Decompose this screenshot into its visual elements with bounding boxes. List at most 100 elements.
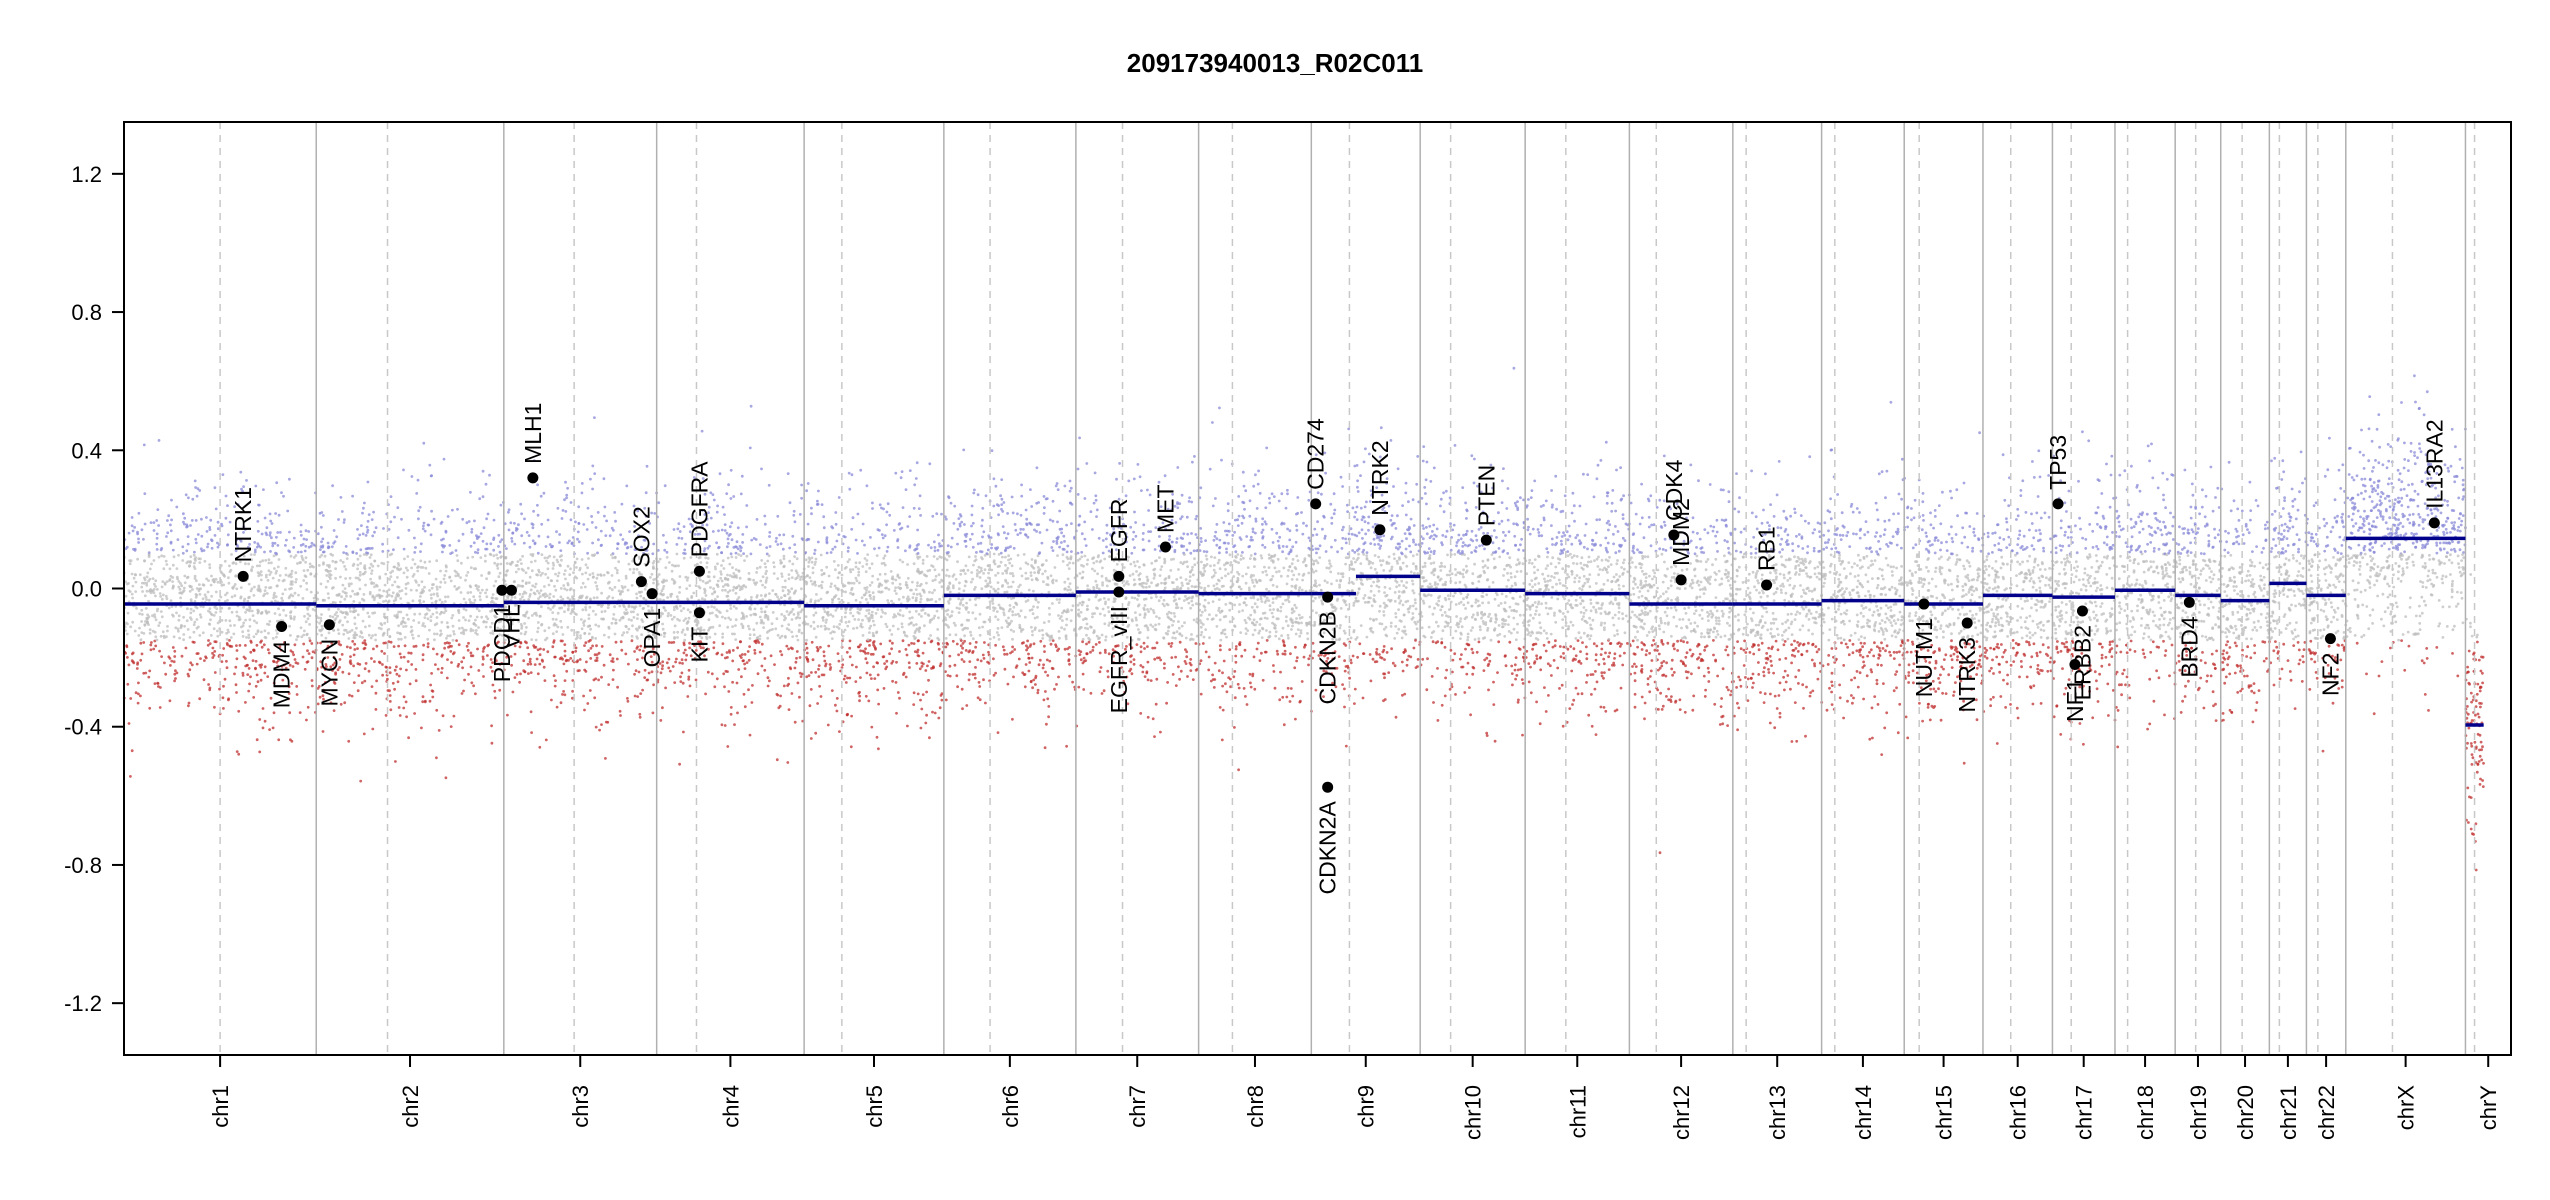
probe-point: [333, 613, 337, 616]
probe-point: [455, 588, 458, 591]
probe-point: [331, 600, 335, 604]
probe-point: [813, 601, 817, 605]
probe-point: [348, 693, 351, 697]
probe-point: [878, 573, 882, 576]
probe-point: [182, 615, 186, 619]
probe-point: [232, 632, 236, 636]
probe-point: [957, 597, 961, 601]
probe-point: [917, 543, 920, 546]
probe-point: [827, 644, 831, 648]
probe-point: [547, 626, 551, 630]
probe-point: [608, 586, 612, 590]
probe-point: [591, 464, 595, 468]
probe-point: [949, 545, 953, 549]
probe-point: [463, 678, 466, 682]
probe-point: [186, 542, 190, 546]
probe-point: [907, 623, 911, 626]
probe-point: [520, 562, 523, 565]
probe-point: [723, 724, 727, 727]
probe-point: [884, 622, 888, 626]
probe-point: [313, 574, 317, 578]
probe-point: [348, 630, 352, 634]
probe-point: [391, 681, 395, 685]
probe-point: [614, 640, 618, 644]
probe-point: [195, 606, 199, 610]
probe-point: [570, 628, 574, 632]
probe-point: [613, 556, 617, 560]
probe-point: [787, 647, 790, 651]
probe-point: [1067, 585, 1071, 589]
probe-point: [554, 679, 557, 682]
probe-point: [273, 612, 277, 615]
probe-point: [250, 568, 254, 571]
probe-point: [841, 637, 845, 641]
probe-point: [205, 598, 209, 601]
probe-point: [736, 598, 739, 601]
probe-point: [1005, 536, 1008, 540]
probe-point: [356, 537, 360, 541]
probe-point: [995, 631, 999, 634]
probe-point: [617, 579, 621, 582]
probe-point: [1066, 577, 1070, 581]
probe-point: [580, 586, 583, 589]
probe-point: [510, 540, 514, 543]
probe-point: [290, 682, 294, 685]
probe-point: [919, 600, 922, 604]
probe-point: [945, 558, 949, 562]
probe-point: [507, 528, 511, 532]
probe-point: [868, 566, 872, 570]
probe-point: [1068, 662, 1071, 666]
probe-point: [474, 618, 477, 622]
probe-point: [825, 565, 829, 569]
probe-point: [305, 581, 308, 585]
probe-point: [1007, 554, 1010, 558]
probe-point: [782, 557, 786, 561]
probe-point: [547, 583, 551, 587]
probe-point: [1044, 690, 1047, 693]
probe-point: [726, 537, 730, 541]
probe-point: [213, 650, 217, 653]
probe-point: [1034, 674, 1038, 678]
probe-point: [395, 665, 398, 669]
probe-point: [725, 594, 729, 598]
probe-point: [171, 646, 175, 649]
probe-point: [834, 609, 838, 612]
probe-point: [586, 702, 590, 705]
probe-point: [505, 547, 508, 550]
probe-point: [558, 541, 561, 544]
probe-point: [180, 592, 184, 595]
probe-point: [898, 609, 902, 612]
probe-point: [717, 529, 720, 533]
probe-point: [857, 567, 860, 571]
probe-point: [685, 587, 689, 590]
probe-point: [814, 731, 818, 735]
probe-point: [218, 687, 221, 691]
probe-point: [613, 605, 616, 609]
probe-point: [519, 558, 522, 562]
probe-point: [902, 671, 906, 675]
probe-point: [271, 576, 275, 580]
probe-point: [1045, 658, 1049, 662]
probe-point: [266, 675, 270, 678]
probe-point: [228, 619, 232, 623]
probe-point: [244, 618, 248, 622]
probe-point: [242, 525, 246, 529]
probe-point: [750, 595, 753, 599]
probe-point: [193, 479, 197, 483]
probe-point: [912, 703, 916, 706]
probe-point: [610, 588, 614, 592]
probe-point: [526, 646, 530, 650]
probe-point: [955, 674, 959, 678]
probe-point: [478, 595, 482, 598]
probe-point: [494, 597, 498, 600]
probe-point: [327, 631, 331, 635]
probe-point: [358, 533, 362, 537]
probe-point: [1012, 546, 1016, 550]
probe-point: [441, 550, 444, 554]
probe-point: [542, 593, 545, 596]
probe-point: [320, 628, 323, 632]
probe-point: [536, 626, 540, 630]
probe-point: [255, 738, 259, 742]
probe-point: [544, 572, 547, 576]
probe-point: [536, 648, 540, 652]
